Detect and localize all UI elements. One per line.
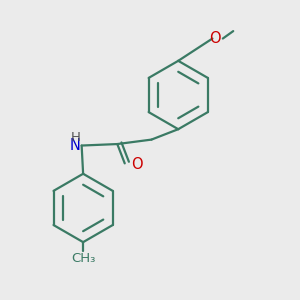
Text: H: H: [70, 131, 80, 144]
Text: N: N: [69, 138, 80, 153]
Text: O: O: [210, 31, 221, 46]
Text: CH₃: CH₃: [71, 252, 95, 265]
Text: O: O: [131, 158, 142, 172]
